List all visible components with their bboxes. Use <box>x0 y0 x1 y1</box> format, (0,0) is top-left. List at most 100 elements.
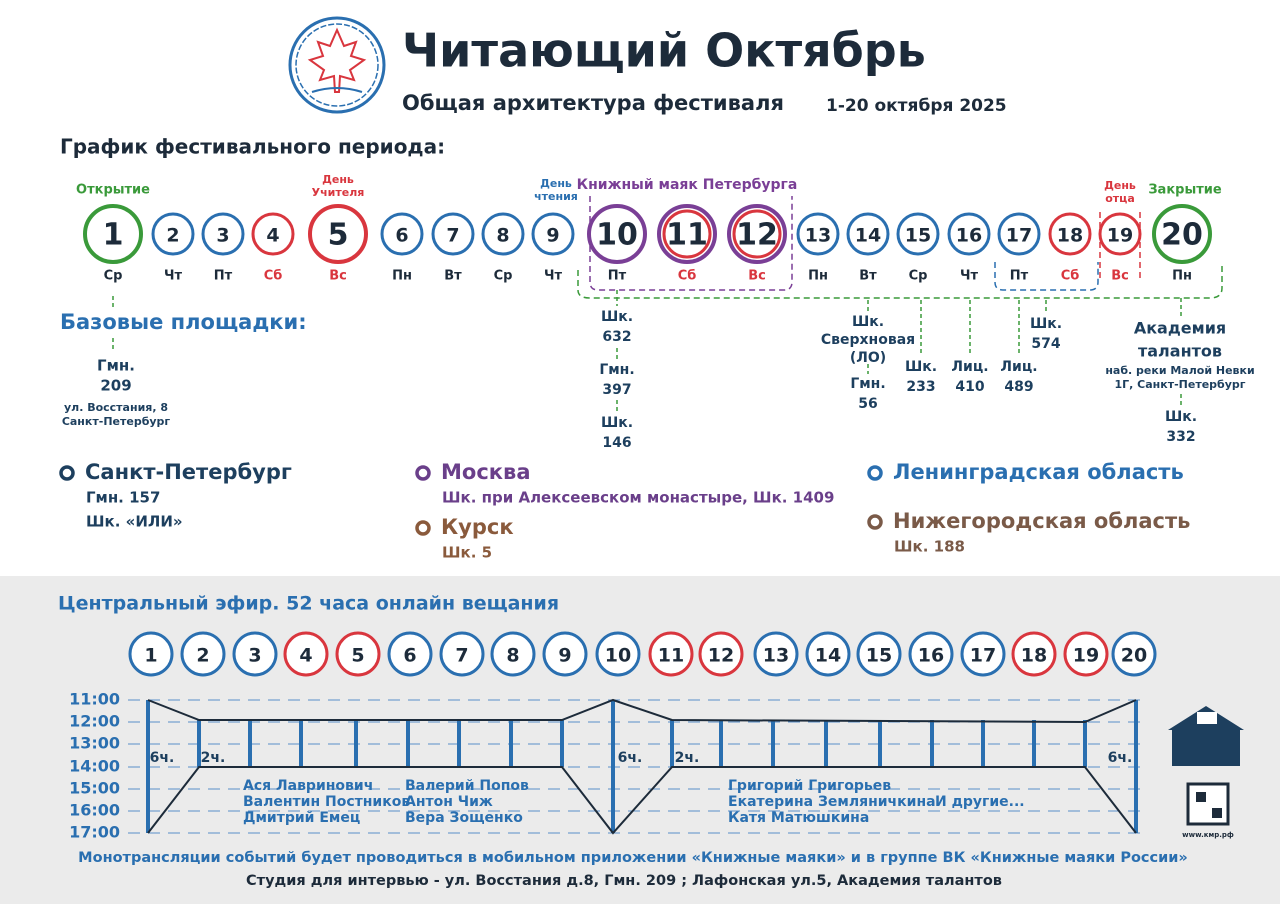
broadcast-day <box>542 631 588 677</box>
day-circle <box>727 204 787 264</box>
venue-line: Сверхновая <box>821 332 915 348</box>
venue-line: Шк. <box>1030 316 1062 332</box>
weekday: Ср <box>104 269 123 284</box>
broadcast-day-number: 15 <box>866 645 892 667</box>
weekday: Вс <box>329 269 347 284</box>
weekday: Вс <box>1111 269 1129 284</box>
broadcast-day-number: 5 <box>351 645 364 667</box>
weekday: Пн <box>392 269 412 284</box>
schedule-heading: График фестивального периода: <box>60 135 445 159</box>
event-label: Учителя <box>312 186 365 199</box>
duration: 6ч. <box>150 750 175 766</box>
region-bullet <box>867 514 883 530</box>
guest: Вера Зощенко <box>405 810 523 826</box>
event-label: отца <box>1105 192 1135 205</box>
duration: 2ч. <box>201 750 226 766</box>
region-bullet <box>415 520 431 536</box>
day-number: 10 <box>596 218 638 253</box>
broadcast-day-number: 10 <box>605 645 631 667</box>
day-number: 14 <box>855 225 881 247</box>
broadcast-day <box>387 631 433 677</box>
weekday: Вт <box>859 269 877 284</box>
day-number: 13 <box>805 225 831 247</box>
venue-line: Лиц. <box>951 359 988 375</box>
region-name: Курск <box>441 515 514 539</box>
site: www.кмр.рф <box>1182 831 1234 839</box>
weekday: Пн <box>808 269 828 284</box>
weekday: Чт <box>544 269 563 284</box>
duration: 6ч. <box>1108 750 1133 766</box>
broadcast-day <box>595 631 641 677</box>
day-number: 2 <box>166 225 179 247</box>
guest: Антон Чиж <box>405 794 493 810</box>
region-bullet <box>867 465 883 481</box>
broadcast-day <box>180 631 226 677</box>
event-label: чтения <box>534 190 578 203</box>
region-item: Шк. 188 <box>894 538 965 556</box>
venue-line: Шк. <box>1165 409 1197 425</box>
event-label: Книжный маяк Петербурга <box>577 177 798 193</box>
weekday: Сб <box>678 269 697 284</box>
broadcast-day <box>698 631 744 677</box>
blue-bracket <box>994 262 1099 291</box>
event-label: Закрытие <box>1148 183 1222 198</box>
venue-line: Шк. <box>601 415 633 431</box>
broadcast-day-number: 17 <box>970 645 996 667</box>
title: Читающий Октябрь <box>402 24 926 78</box>
red-bracket <box>1099 212 1141 280</box>
note: Монотрансляции событий будет проводиться… <box>78 850 1188 866</box>
broadcast-day <box>805 631 851 677</box>
broadcast-day-number: 11 <box>658 645 684 667</box>
broadcast-day <box>648 631 694 677</box>
broadcast-day <box>128 631 174 677</box>
weekday: Сб <box>264 269 283 284</box>
broadcast-day <box>856 631 902 677</box>
event-label: День <box>322 173 354 186</box>
time-label: 15:00 <box>69 779 120 798</box>
logo <box>288 16 386 114</box>
broadcast-day-number: 4 <box>299 645 312 667</box>
region-bullet <box>415 465 431 481</box>
day-number: 9 <box>546 225 559 247</box>
venue-line: Санкт-Петербург <box>62 415 171 428</box>
connectors <box>112 290 1182 412</box>
day-number: 18 <box>1057 225 1083 247</box>
guest: И другие... <box>935 794 1025 810</box>
region-name: Нижегородская область <box>893 509 1190 533</box>
guest: Валентин Постников <box>243 794 410 810</box>
guest: Валерий Попов <box>405 778 529 794</box>
qr-dot <box>1196 792 1206 802</box>
venue-line: 1Г, Санкт-Петербург <box>1114 378 1245 391</box>
broadcast-day <box>283 631 329 677</box>
weekday: Вт <box>444 269 462 284</box>
duration: 6ч. <box>618 750 643 766</box>
venue-line: Шк. <box>601 309 633 325</box>
venue-line: 397 <box>602 382 631 398</box>
note: Студия для интервью - ул. Восстания д.8,… <box>246 873 1002 889</box>
broadcast-day <box>439 631 485 677</box>
day-circle <box>201 212 245 256</box>
day-number: 4 <box>266 225 279 247</box>
venue-line: Шк. <box>852 314 884 330</box>
day-number: 5 <box>328 218 349 253</box>
broadcast-day-number: 19 <box>1073 645 1099 667</box>
day-circle <box>431 212 475 256</box>
weekday: Ср <box>909 269 928 284</box>
day-number: 20 <box>1161 218 1203 253</box>
broadcast-day-number: 7 <box>455 645 468 667</box>
day-number: 12 <box>736 218 778 253</box>
region-name: Москва <box>441 460 531 484</box>
weekday: Чт <box>164 269 183 284</box>
lower-outline <box>147 766 1137 835</box>
day-number: 7 <box>446 225 459 247</box>
broadcast-day-number: 9 <box>558 645 571 667</box>
day-inner-ring <box>732 209 782 259</box>
day-number: 3 <box>216 225 229 247</box>
day-number: 15 <box>905 225 931 247</box>
venue-line: ул. Восстания, 8 <box>64 401 168 414</box>
region-bullet <box>59 465 75 481</box>
duration: 2ч. <box>675 750 700 766</box>
venue-line: 56 <box>858 396 877 412</box>
day-number: 11 <box>666 218 708 253</box>
